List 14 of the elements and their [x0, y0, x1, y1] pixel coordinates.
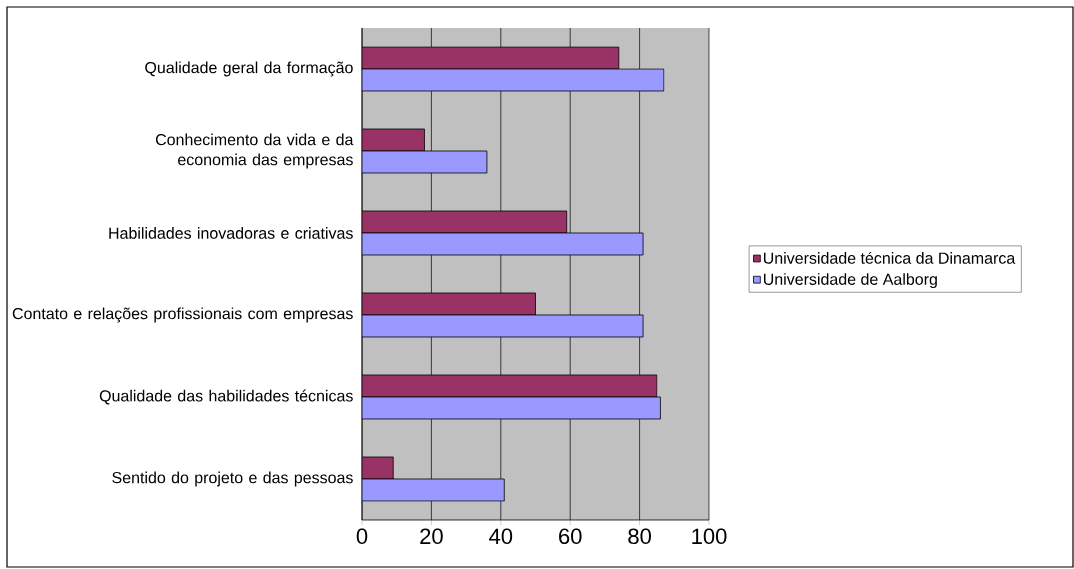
y-tick-label: Qualidade geral da formação [145, 61, 353, 77]
x-tick-label: 20 [420, 528, 443, 545]
x-tick-label: 40 [489, 528, 513, 545]
legend-label: Universidade de Aalborg [763, 273, 937, 289]
x-tick-label: 60 [559, 528, 582, 545]
y-tick-label: Habilidades inovadoras e criativas [109, 227, 353, 239]
y-tick-label: Qualidade das habilidades técnicas [99, 389, 353, 405]
x-tick-label: 80 [628, 528, 651, 545]
y-tick-label: Conhecimento da vida e da economia das empresas [155, 133, 354, 169]
y-tick-label: Sentido do projeto e das pessoas [112, 471, 353, 487]
y-tick-label: Contato e relações profissionais com empresas [12, 307, 353, 323]
legend-label: Universidade técnica da Dinamarca [763, 251, 1016, 264]
x-tick-label: 0 [356, 528, 368, 545]
x-tick-label: 100 [692, 528, 727, 545]
